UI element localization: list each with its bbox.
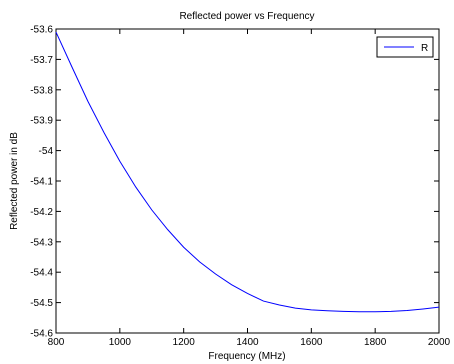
series-layer [55,31,440,313]
x-tick-label: 1200 [173,337,196,348]
x-axis: 800 1000 1200 1400 1600 1800 2000 [48,29,451,348]
y-tick-label: -53.6 [30,25,53,36]
y-axis-label: Reflected power in dB [9,132,20,230]
y-tick-label: -53.9 [30,116,53,127]
legend-label-r: R [421,43,428,54]
chart-title: Reflected power vs Frequency [179,11,314,22]
x-tick-label: 2000 [428,337,451,348]
y-tick-label: -54.6 [30,329,53,340]
y-tick-label: -54.4 [30,268,53,279]
y-tick-label: -53.8 [30,85,53,96]
y-tick-label: -54.1 [30,177,53,188]
x-tick-label: 1600 [300,337,323,348]
legend: R [376,36,434,58]
x-tick-label: 1000 [109,337,132,348]
y-tick-label: -54 [39,146,54,157]
y-axis: -53.6 -53.7 -53.8 -53.9 -54 -54.1 -54.2 -54.3 -5… [30,25,439,340]
y-tick-label: -54.5 [30,298,53,309]
x-tick-label: 800 [48,337,65,348]
x-tick-label: 1400 [236,337,259,348]
y-tick-label: -53.7 [30,55,53,66]
series-line-r [55,31,440,313]
y-tick-label: -54.2 [30,207,53,218]
x-axis-label: Frequency (MHz) [208,351,285,362]
y-tick-label: -54.3 [30,237,53,248]
plot-area [55,28,440,334]
x-tick-label: 1800 [364,337,387,348]
